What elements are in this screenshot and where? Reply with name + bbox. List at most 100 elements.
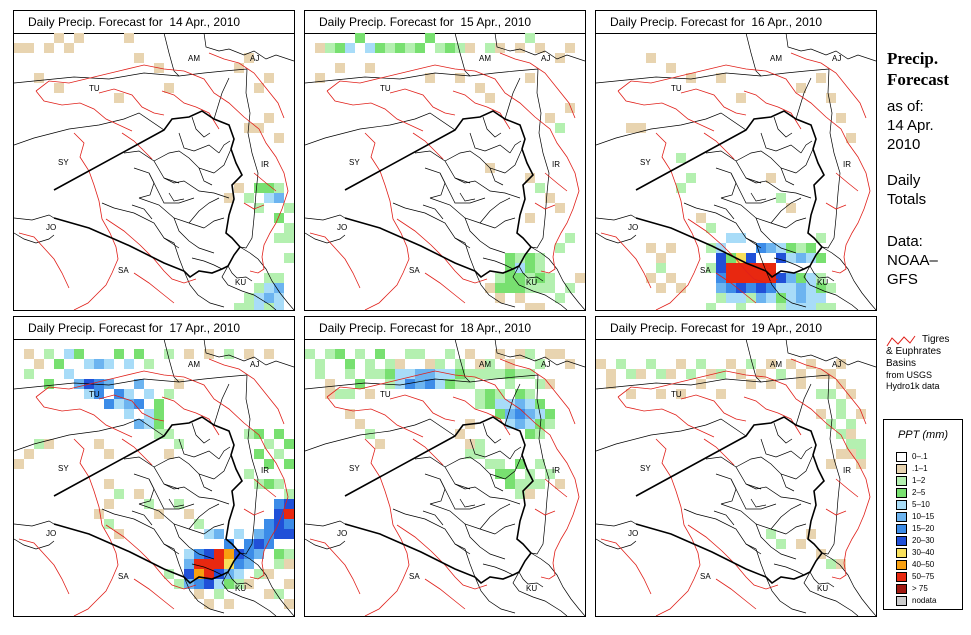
precip-cell xyxy=(74,349,84,359)
borders xyxy=(14,33,294,310)
precip-cell xyxy=(495,293,505,303)
precip-cell xyxy=(716,263,726,273)
precip-cell xyxy=(836,399,846,409)
precip-cell xyxy=(204,549,214,559)
precip-cell xyxy=(666,369,676,379)
precip-cell xyxy=(545,193,555,203)
precip-cell xyxy=(274,429,284,439)
precip-cell xyxy=(716,293,726,303)
border-line xyxy=(183,576,225,614)
precip-cell xyxy=(174,579,184,589)
precip-cell xyxy=(716,73,726,83)
border-line xyxy=(494,217,516,229)
precip-cell xyxy=(786,273,796,283)
borders xyxy=(14,339,294,616)
border-line xyxy=(221,265,277,310)
ppt-legend-label: 10–15 xyxy=(912,512,935,521)
precip-cell xyxy=(244,549,254,559)
precip-cell xyxy=(515,459,525,469)
precip-cell xyxy=(104,499,114,509)
border-line xyxy=(113,207,180,249)
border-line xyxy=(454,339,471,383)
precip-cell xyxy=(766,283,776,293)
border-line xyxy=(765,270,807,308)
precip-cell xyxy=(676,389,686,399)
basin-line xyxy=(309,538,361,595)
precip-cell xyxy=(716,273,726,283)
basin-legend: Tigres & Euphrates Basins from USGS Hydr… xyxy=(886,334,971,392)
precip-cell xyxy=(746,273,756,283)
precip-cell xyxy=(515,369,525,379)
ppt-legend-swatch xyxy=(896,560,907,570)
border-line xyxy=(454,33,471,77)
precip-cell xyxy=(746,263,756,273)
precip-cell xyxy=(124,359,134,369)
precip-cell xyxy=(425,33,435,43)
basin-legend-line5: Hydro1k data xyxy=(886,381,940,391)
precip-cell xyxy=(816,409,826,419)
precip-cell xyxy=(214,559,224,569)
basin-line xyxy=(687,524,779,590)
precip-cell xyxy=(646,273,656,283)
ppt-legend-label: 15–20 xyxy=(912,524,935,533)
precip-cell xyxy=(124,33,134,43)
precip-cell xyxy=(254,123,264,133)
border-line xyxy=(482,422,502,444)
basin-outline xyxy=(600,52,871,310)
basin-line xyxy=(835,172,859,192)
precip-cells xyxy=(315,33,585,310)
country-label: TU xyxy=(671,84,682,93)
precip-cell xyxy=(505,479,515,489)
precip-cell xyxy=(325,349,335,359)
precip-cell xyxy=(174,439,184,449)
border-line xyxy=(392,202,406,209)
precip-cell xyxy=(826,93,836,103)
precip-cell xyxy=(154,409,164,419)
precip-cell xyxy=(455,43,465,53)
precip-cell xyxy=(525,429,535,439)
iraq-border xyxy=(53,416,243,585)
border-line xyxy=(785,523,807,535)
precip-cell xyxy=(756,283,766,293)
precip-cell xyxy=(656,369,666,379)
precip-cell xyxy=(34,73,44,83)
basin-line xyxy=(364,132,410,310)
country-label: TU xyxy=(671,390,682,399)
border-line xyxy=(720,172,737,199)
precip-cell xyxy=(716,243,726,253)
border-line xyxy=(138,197,205,229)
border-line xyxy=(227,265,253,282)
basin-line xyxy=(617,64,871,258)
precip-cell xyxy=(274,193,284,203)
border-line xyxy=(404,513,471,555)
precip-cell xyxy=(776,293,786,303)
precip-cell xyxy=(264,529,274,539)
basin-line xyxy=(424,272,466,304)
map-canvas: AM AJ TU SY IR JO SA KU xyxy=(305,33,585,310)
basin-outline xyxy=(600,358,871,616)
precip-cell xyxy=(525,253,535,263)
precip-cell xyxy=(836,409,846,419)
precip-cell xyxy=(345,369,355,379)
country-label: SY xyxy=(58,464,69,473)
precip-cell xyxy=(264,293,274,303)
basin-line xyxy=(600,538,652,595)
precip-cell xyxy=(234,183,244,193)
as-of-date-line1: 14 Apr. xyxy=(887,117,934,134)
precip-cell xyxy=(686,73,696,83)
border-line xyxy=(444,150,506,174)
precip-cell xyxy=(274,303,284,310)
precip-cell xyxy=(274,519,284,529)
data-source-line2: GFS xyxy=(887,271,918,288)
precip-cell xyxy=(485,43,495,53)
precip-cell xyxy=(254,569,264,579)
precip-cell xyxy=(485,459,495,469)
basin-line xyxy=(655,438,701,616)
precip-cell xyxy=(345,359,355,369)
precip-cell xyxy=(806,529,816,539)
precip-cell xyxy=(385,379,395,389)
country-label: JO xyxy=(628,529,638,538)
precip-cell xyxy=(535,379,545,389)
basin-line xyxy=(715,578,757,610)
precip-cell xyxy=(264,303,274,310)
